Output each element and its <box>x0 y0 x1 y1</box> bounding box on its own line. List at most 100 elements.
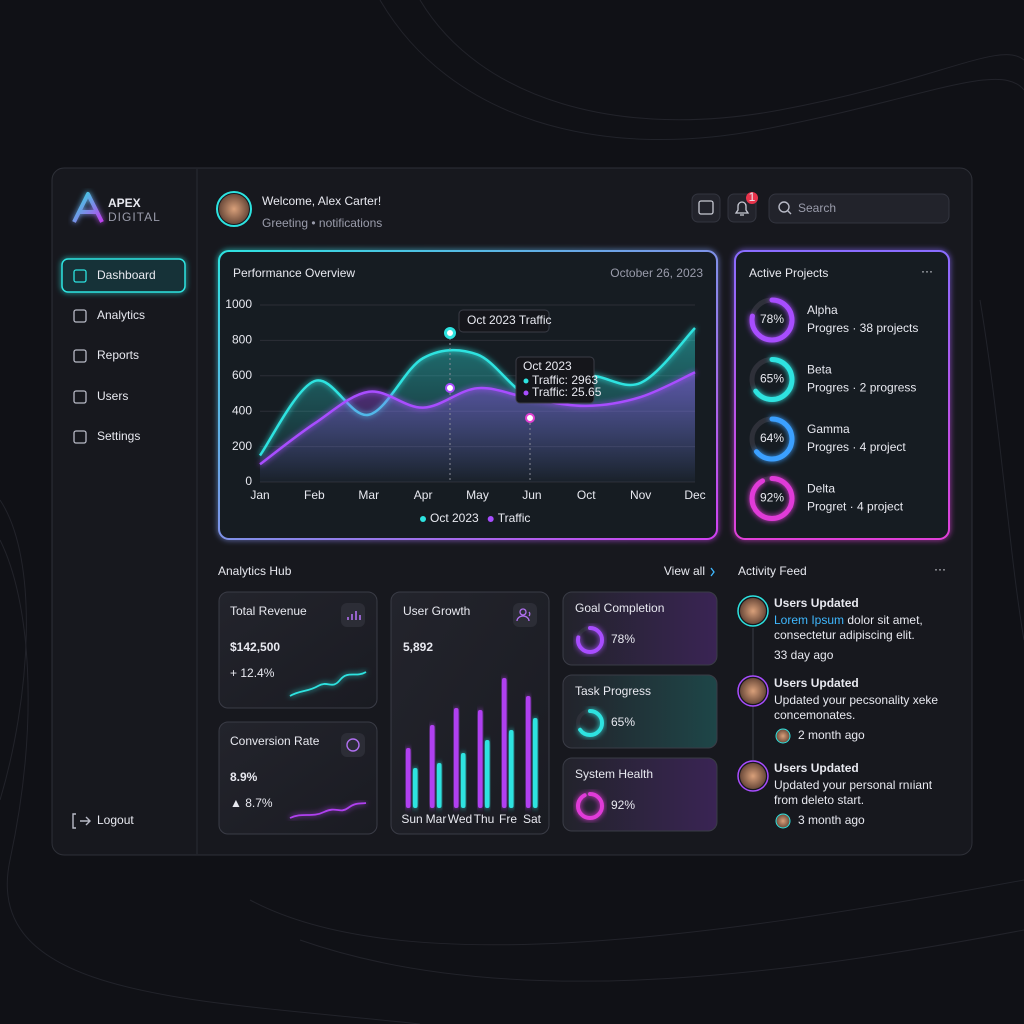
welcome-subtitle: Greeting • notifications <box>262 216 382 230</box>
nav-item[interactable]: Users <box>97 389 128 403</box>
badge-count: 1 <box>749 190 756 204</box>
feed-list: Users Updated Lorem Ipsum dolor sit amet,… <box>737 595 938 829</box>
bar <box>437 763 442 808</box>
y-tick-label: 400 <box>232 403 252 417</box>
sidebar-nav: Dashboard Analytics Reports Users Settings <box>61 258 186 444</box>
search-box[interactable] <box>768 193 950 224</box>
project-name[interactable]: Alpha <box>807 303 838 317</box>
calendar-button[interactable] <box>691 193 721 223</box>
x-tick-label: Mar <box>358 488 379 502</box>
logout[interactable]: Logout <box>97 813 134 827</box>
goal-label: Task Progress <box>575 684 651 698</box>
projects-panel <box>734 250 950 540</box>
nav-active-bg <box>61 258 186 293</box>
nav-icon <box>73 390 87 404</box>
feed-line: consectetur adipiscing elit. <box>774 628 915 642</box>
feed-time: 2 month ago <box>798 728 865 742</box>
notification-badge <box>746 192 758 204</box>
x-tick-label: Oct <box>577 488 596 502</box>
feed-time: 33 day ago <box>774 648 834 662</box>
conversion-label: Conversion Rate <box>230 734 320 748</box>
revenue-change: + 12.4% <box>230 666 275 680</box>
project-percent: 78% <box>760 312 784 326</box>
x-tick-label: Mar <box>426 812 447 826</box>
tooltip-dot <box>523 390 529 396</box>
project-name[interactable]: Beta <box>807 363 832 377</box>
logo <box>72 192 104 223</box>
feed-highlight: Lorem Ipsum <box>774 613 844 627</box>
feed-text: Updated your personal rnıiant <box>774 778 933 792</box>
donut-arc <box>576 626 604 654</box>
project-name[interactable]: Delta <box>807 482 835 496</box>
growth-value: 5,892 <box>403 640 433 654</box>
user-avatar[interactable] <box>219 194 249 224</box>
search-icon-handle <box>787 210 792 215</box>
project-detail: Progres · 4 project <box>807 440 906 454</box>
feed-avatar <box>740 598 766 624</box>
project-detail: Progret · 4 project <box>807 500 904 514</box>
goal-label: System Health <box>575 767 653 781</box>
projects-title: Active Projects <box>749 266 828 280</box>
y-tick-label: 1000 <box>225 297 252 311</box>
y-tick-label: 800 <box>232 333 252 347</box>
legend-label[interactable]: Oct 2023 <box>430 511 479 525</box>
revenue-card <box>218 591 378 709</box>
hover-point <box>445 383 455 393</box>
nav-item[interactable]: Reports <box>97 348 139 362</box>
revenue-icon-bars <box>347 611 361 620</box>
conversion-icon <box>341 733 365 757</box>
feed-title: Activity Feed <box>738 564 807 578</box>
projects-menu[interactable]: ··· <box>921 264 933 278</box>
view-all-link[interactable]: View all <box>664 564 705 578</box>
feed-line: Updated your pecsonality xeke <box>774 693 938 707</box>
bar <box>430 725 435 808</box>
project-detail: Progres · 2 progress <box>807 381 916 395</box>
user-growth-chart: Sun Mar Wed Thu Fre Sat <box>401 678 542 826</box>
project-name[interactable]: Gamma <box>807 422 850 436</box>
feed-text: consectetur adipiscing elit. <box>774 628 915 642</box>
view-all-chevron <box>710 567 715 577</box>
feed-menu[interactable]: ··· <box>934 562 946 576</box>
nav-icon <box>73 309 87 323</box>
bar <box>502 678 507 808</box>
growth-label: User Growth <box>403 604 470 618</box>
project-percent: 64% <box>760 431 784 445</box>
tooltip <box>458 309 550 333</box>
hover-point <box>444 327 456 339</box>
avatar-ring <box>216 191 252 227</box>
nav-item[interactable]: Dashboard <box>97 268 156 282</box>
y-tick-label: 200 <box>232 439 252 453</box>
donut-arc <box>749 476 795 521</box>
chart-date: October 26, 2023 <box>610 266 703 280</box>
series-line <box>258 327 696 457</box>
y-tick-label: 0 <box>245 474 252 488</box>
x-tick-label: Jan <box>250 488 269 502</box>
nav-item[interactable]: Settings <box>97 429 140 443</box>
x-tick-label: Thu <box>474 812 495 826</box>
feed-mini-avatar <box>775 813 791 829</box>
conversion-card <box>218 721 378 835</box>
revenue-label: Total Revenue <box>230 604 307 618</box>
bar <box>533 718 538 808</box>
feed-time: 3 month ago <box>798 813 865 827</box>
goal-label: Goal Completion <box>575 601 664 615</box>
performance-chart: 0 200 400 600 800 1000 Jan Feb Mar Apr May Jun Oct No… <box>225 297 705 525</box>
legend-dot <box>487 516 494 522</box>
x-tick-label: Fre <box>499 812 517 826</box>
feed-title: Users Updated <box>774 676 859 690</box>
project-percent: 92% <box>760 491 784 505</box>
feed-title: Users Updated <box>774 761 859 775</box>
bar <box>454 708 459 808</box>
project-list: 78% Alpha Progres · 38 projects 65% Beta Prog… <box>749 297 918 521</box>
legend-dot <box>420 516 426 522</box>
nav-icon <box>73 349 87 363</box>
nav-item[interactable]: Analytics <box>97 308 145 322</box>
x-tick-label: Feb <box>304 488 325 502</box>
feed-avatar <box>740 678 766 704</box>
clock-icon <box>346 738 360 752</box>
conversion-sparkline <box>289 802 367 819</box>
brand-name: APEX <box>108 196 141 210</box>
legend-label[interactable]: Traffic <box>498 511 531 525</box>
feed-line: dolor sit amet, <box>847 613 922 627</box>
